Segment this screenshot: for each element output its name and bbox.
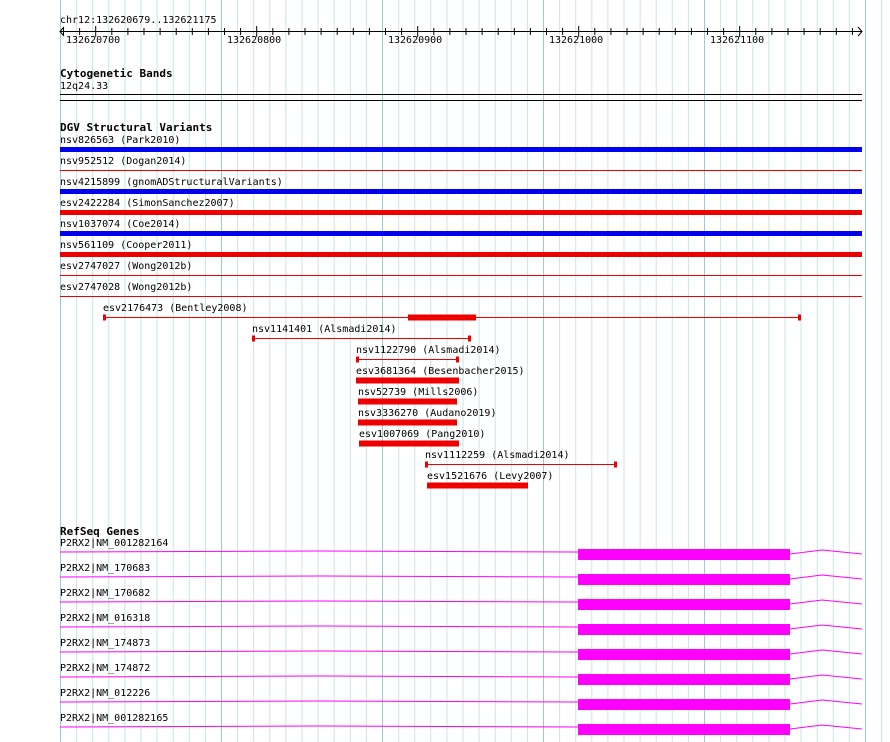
- gene-exon[interactable]: [578, 674, 790, 685]
- variant-bar[interactable]: [60, 252, 862, 257]
- gene-label[interactable]: P2RX2|NM_016318: [60, 613, 151, 624]
- variant-label[interactable]: nsv1037074 (Coe2014): [60, 219, 181, 230]
- gene-label[interactable]: P2RX2|NM_174873: [60, 638, 151, 649]
- cytoband-label[interactable]: 12q24.33: [60, 81, 109, 92]
- gene-exon[interactable]: [578, 599, 790, 610]
- variant-end-cap: [252, 335, 255, 342]
- gene-exon[interactable]: [578, 574, 790, 585]
- variant-end-cap: [614, 461, 617, 468]
- variant-end-cap: [103, 314, 106, 321]
- variant-label[interactable]: esv2176473 (Bentley2008): [103, 303, 248, 314]
- variant-label[interactable]: esv2747028 (Wong2012b): [60, 282, 193, 293]
- gene-exon[interactable]: [578, 624, 790, 635]
- gene-exon[interactable]: [578, 549, 790, 560]
- variant-bar[interactable]: [359, 440, 459, 447]
- variant-bar[interactable]: [60, 231, 862, 236]
- gene-intron-line[interactable]: [789, 599, 863, 605]
- variant-label[interactable]: nsv826563 (Park2010): [60, 135, 181, 146]
- location-label: chr12:132620679..132621175: [60, 15, 217, 26]
- gene-intron-line[interactable]: [59, 700, 579, 703]
- gene-intron-line[interactable]: [789, 574, 863, 580]
- variant-end-cap: [456, 356, 459, 363]
- variant-bar[interactable]: [60, 189, 862, 194]
- gene-label[interactable]: P2RX2|NM_012226: [60, 688, 151, 699]
- gene-intron-line[interactable]: [789, 674, 863, 680]
- gene-label[interactable]: P2RX2|NM_001282164: [60, 538, 169, 549]
- variant-end-cap: [468, 335, 471, 342]
- gene-intron-line[interactable]: [789, 699, 863, 705]
- variant-bar[interactable]: [358, 419, 457, 426]
- gene-intron-line[interactable]: [59, 575, 579, 578]
- ruler-tick-label: 132621000: [549, 35, 604, 46]
- variant-bar[interactable]: [408, 314, 476, 321]
- variant-bar[interactable]: [427, 482, 528, 489]
- variant-label[interactable]: nsv1122790 (Alsmadi2014): [356, 345, 501, 356]
- variant-label[interactable]: nsv561109 (Cooper2011): [60, 240, 193, 251]
- ruler-tick-label: 132620700: [66, 35, 121, 46]
- ruler-tick-label: 132620800: [227, 35, 282, 46]
- variant-bar[interactable]: [60, 147, 862, 152]
- variant-label[interactable]: esv3681364 (Besenbacher2015): [356, 366, 525, 377]
- variant-label[interactable]: nsv3336270 (Audano2019): [358, 408, 497, 419]
- gene-intron-line[interactable]: [789, 624, 863, 630]
- dgv-track-title[interactable]: DGV Structural Variants: [60, 121, 213, 134]
- refseq-track-title[interactable]: RefSeq Genes: [60, 525, 140, 538]
- gene-label[interactable]: P2RX2|NM_001282165: [60, 713, 169, 724]
- variant-bar[interactable]: [358, 398, 457, 405]
- cytoband-track-title[interactable]: Cytogenetic Bands: [60, 67, 173, 80]
- variant-label[interactable]: nsv1141401 (Alsmadi2014): [252, 324, 397, 335]
- gene-exon[interactable]: [578, 724, 790, 735]
- ruler-right-arrow: [857, 26, 863, 37]
- gene-intron-line[interactable]: [59, 625, 579, 628]
- gene-intron-line[interactable]: [789, 724, 863, 730]
- gene-label[interactable]: P2RX2|NM_174872: [60, 663, 151, 674]
- variant-label[interactable]: nsv52739 (Mills2006): [358, 387, 479, 398]
- variant-bar[interactable]: [60, 210, 862, 215]
- variant-end-cap: [356, 356, 359, 363]
- gene-label[interactable]: P2RX2|NM_170682: [60, 588, 151, 599]
- gene-exon[interactable]: [578, 699, 790, 710]
- variant-label[interactable]: nsv1112259 (Alsmadi2014): [425, 450, 570, 461]
- variant-label[interactable]: esv2422284 (SimonSanchez2007): [60, 198, 235, 209]
- variant-end-cap: [425, 461, 428, 468]
- gene-exon[interactable]: [578, 649, 790, 660]
- variant-bar[interactable]: [356, 377, 459, 384]
- variant-end-cap: [798, 314, 801, 321]
- gene-intron-line[interactable]: [59, 600, 579, 603]
- gene-intron-line[interactable]: [59, 725, 579, 728]
- variant-label[interactable]: nsv952512 (Dogan2014): [60, 156, 187, 167]
- gene-intron-line[interactable]: [59, 675, 579, 678]
- variant-label[interactable]: esv1521676 (Levy2007): [427, 471, 554, 482]
- ruler-tick-label: 132620900: [388, 35, 443, 46]
- gene-intron-line[interactable]: [789, 649, 863, 655]
- gene-intron-line[interactable]: [789, 549, 863, 555]
- gene-intron-line[interactable]: [59, 650, 579, 653]
- ruler-left-arrow: [59, 26, 65, 37]
- variant-label[interactable]: nsv4215899 (gnomADStructuralVariants): [60, 177, 283, 188]
- variant-label[interactable]: esv2747027 (Wong2012b): [60, 261, 193, 272]
- ruler-tick-label: 132621100: [710, 35, 765, 46]
- gene-intron-line[interactable]: [59, 550, 579, 553]
- variant-label[interactable]: esv1007069 (Pang2010): [359, 429, 486, 440]
- gene-label[interactable]: P2RX2|NM_170683: [60, 563, 151, 574]
